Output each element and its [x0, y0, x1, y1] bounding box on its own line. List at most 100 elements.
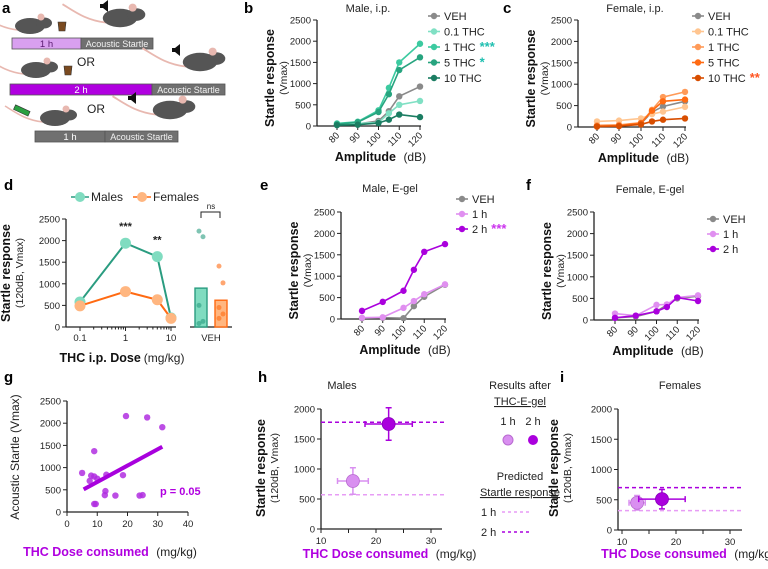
y-tick-label: 2000: [290, 37, 311, 48]
panel-label: g: [4, 369, 13, 386]
legend-marker: [430, 74, 438, 82]
data-point: [694, 292, 702, 299]
mouse-tail: [4, 105, 44, 123]
y-tick-label: 500: [299, 495, 315, 506]
x-tick-label: 80: [327, 130, 342, 145]
x-tick-label: 90: [348, 130, 363, 145]
y-tick-label: 500: [556, 101, 572, 112]
significance-stars: ***: [491, 221, 507, 236]
legend-title: Results after: [489, 380, 551, 392]
or-label: OR: [77, 55, 95, 69]
data-point: [396, 93, 403, 100]
legend-label: VEH: [472, 194, 495, 206]
panel-label: d: [4, 177, 13, 194]
legend-label: 0.1 THC: [444, 27, 485, 39]
series-line: [361, 283, 446, 319]
timeline-label: Acoustic Startle: [157, 85, 220, 95]
panel-label: a: [2, 0, 11, 17]
y-tick-label: 0: [330, 315, 335, 326]
x-axis-unit: (mg/kg): [734, 547, 768, 561]
data-point: [385, 116, 393, 123]
mouse-ear: [43, 57, 51, 65]
data-point: [694, 297, 702, 305]
legend-entry: 5 THC *: [444, 55, 486, 70]
bar-point: [216, 305, 222, 311]
y-axis-sublabel: (120dB, Vmax): [269, 433, 281, 503]
data-point: [379, 298, 386, 306]
x-axis-label-main: THC Dose consumed: [23, 545, 149, 559]
mouse-icon: [112, 95, 196, 120]
x-tick-label: 120: [671, 131, 690, 150]
x-axis-label: Amplitude (dB): [359, 341, 450, 358]
legend-marker: [709, 245, 717, 253]
timeline-label: Acoustic Startle: [86, 39, 149, 49]
y-tick-label: 0: [56, 508, 61, 519]
chart-title: Female, E-gel: [616, 184, 684, 196]
y-tick-label: 500: [319, 293, 335, 304]
legend-marker: [458, 225, 466, 233]
bar-point: [196, 302, 202, 308]
chart-title: Female, i.p.: [606, 3, 663, 15]
comparison-label: ns: [207, 202, 215, 211]
legend-entry: VEH: [444, 11, 467, 23]
legend-marker: [430, 12, 438, 20]
x-axis-label: THC Dose consumed (mg/kg): [303, 545, 477, 562]
data-point: [102, 487, 109, 495]
mouse-ear: [62, 105, 70, 113]
data-point: [441, 281, 449, 288]
data-point: [681, 96, 689, 103]
x-axis-unit: (dB): [666, 151, 689, 165]
panel-label: i: [560, 369, 564, 386]
x-tick-label: 100: [627, 131, 646, 150]
y-tick-label: 0: [310, 525, 315, 536]
legend-label: VEH: [444, 11, 467, 23]
y-tick-label: 1500: [39, 258, 60, 269]
y-tick-label: 2000: [567, 229, 588, 240]
y-tick-label: 1000: [314, 272, 335, 283]
regression-line: [82, 444, 164, 492]
legend-marker: [694, 28, 702, 35]
legend-label-2h: 2 h: [481, 527, 496, 539]
y-axis-sublabel: (Vmax): [555, 254, 567, 288]
x-tick-label: 30: [725, 537, 736, 548]
y-axis-label: Acoustic Startle (Vmax): [8, 394, 22, 519]
x-axis-unit: (dB): [428, 343, 451, 357]
legend-marker: [430, 59, 438, 66]
series-line: [596, 117, 686, 128]
timeline-label: 1 h: [40, 39, 53, 50]
legend-marker: [75, 192, 85, 202]
data-point: [396, 59, 403, 66]
legend-label-2h: 2 h: [525, 416, 540, 428]
comparison-bracket: [200, 211, 221, 218]
x-tick-label: 20: [122, 519, 133, 530]
y-tick-label: 0: [607, 526, 612, 537]
mouse-icon: [142, 47, 226, 72]
speaker-icon: [128, 92, 136, 104]
data-point: [416, 40, 424, 47]
timeline-label: Acoustic Startle: [110, 132, 173, 142]
chart-title: Females: [659, 380, 702, 392]
data-point: [421, 290, 428, 298]
data-point: [120, 237, 131, 249]
panel-label: b: [244, 0, 253, 17]
x-axis-unit: (dB): [403, 150, 426, 164]
series-line: [336, 56, 421, 126]
x-tick-label: 80: [352, 323, 367, 338]
x-tick-label: 120: [431, 323, 450, 342]
y-tick-label: 2500: [39, 215, 60, 226]
legend-entry: 10 THC **: [708, 70, 761, 85]
panel-label: f: [526, 177, 532, 194]
bar-point: [216, 315, 222, 321]
data-point: [593, 123, 601, 130]
data-point: [659, 98, 667, 105]
data-point: [74, 300, 86, 312]
legend-subtitle: THC-E-gel: [494, 396, 546, 408]
y-tick-label: 1500: [290, 58, 311, 69]
speaker-icon: [172, 44, 180, 56]
data-point: [151, 251, 163, 263]
y-tick-label: 1000: [290, 79, 311, 90]
legend-entry: VEH: [708, 11, 731, 23]
or-label: OR: [87, 102, 105, 116]
y-tick-label: 0: [306, 122, 311, 133]
significance-stars: *: [480, 55, 486, 70]
